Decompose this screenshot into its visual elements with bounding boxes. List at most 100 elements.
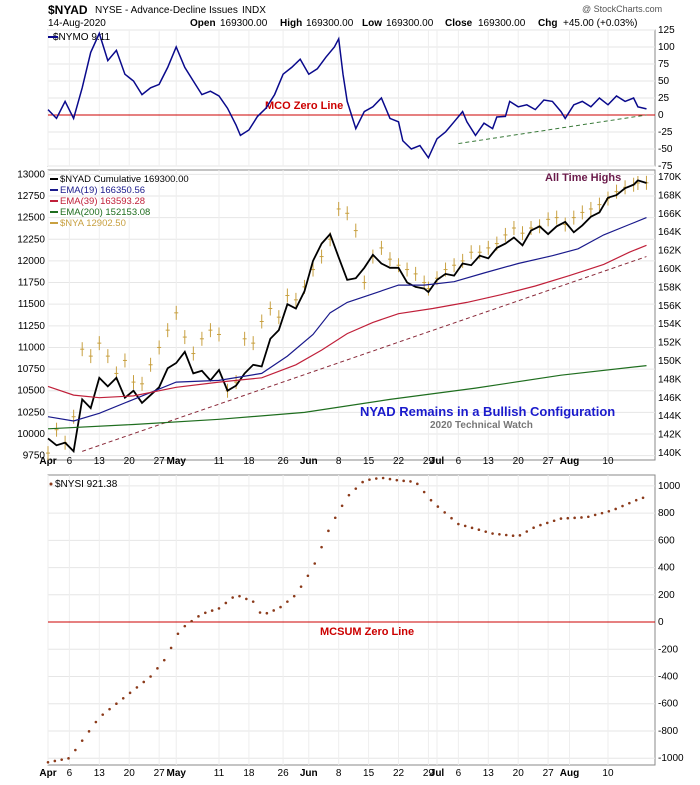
right-tick-label: 166K <box>658 209 682 220</box>
nyad-series-line <box>47 179 647 454</box>
nysi-point <box>320 545 323 549</box>
nysi-point <box>443 511 446 514</box>
nysi-point <box>80 739 84 742</box>
left-tick-label: 12000 <box>17 256 45 267</box>
nysi-point <box>498 532 501 536</box>
nysi-point <box>46 760 50 764</box>
nysi-point <box>395 478 399 482</box>
trend-line <box>458 114 647 145</box>
nysi-point <box>149 675 152 678</box>
left-tick-label: 11750 <box>18 278 46 289</box>
nysi-point <box>340 504 344 508</box>
nysi-point <box>231 596 234 599</box>
right-tick-label: 144K <box>658 411 682 422</box>
right-tick-label: -1000 <box>658 753 684 764</box>
nysi-point <box>327 529 330 533</box>
nysi-point <box>251 600 255 603</box>
nysi-point <box>299 585 303 588</box>
nysi-point <box>190 619 193 623</box>
right-tick-label: 170K <box>658 172 682 183</box>
right-tick-label: 152K <box>658 338 682 349</box>
right-tick-label: 400 <box>658 563 675 574</box>
nysi-point <box>108 707 111 711</box>
left-tick-label: 12250 <box>17 234 45 245</box>
left-tick-label: 10000 <box>17 429 45 440</box>
nysi-point <box>409 480 412 483</box>
configuration-annotation: NYAD Remains in a Bullish Configuration <box>360 404 615 419</box>
nysi-point <box>457 522 460 526</box>
x-tick-label: 20 <box>124 768 136 779</box>
panel-2: 13000 12750 12500 12250 12000 11750 11500 11250… <box>17 169 681 461</box>
x-tick-label: 13 <box>483 456 495 467</box>
nysi-point <box>436 505 440 508</box>
nysi-point <box>169 646 173 650</box>
low-value: 169300.00 <box>386 18 434 29</box>
low-label: Low <box>362 18 382 29</box>
nyad-series-line <box>47 244 647 399</box>
mcsum-zero-line-label: MCSUM Zero Line <box>320 626 414 638</box>
x-tick-label: 22 <box>393 768 405 779</box>
x-tick-label: 13 <box>94 456 106 467</box>
nysi-point <box>313 562 317 565</box>
right-tick-label: 154K <box>658 319 682 330</box>
x-tick-label: 27 <box>543 456 555 467</box>
nysi-point <box>121 696 125 700</box>
right-tick-label: 142K <box>658 430 682 441</box>
x-tick-label: 20 <box>513 768 525 779</box>
nysi-point <box>607 510 611 513</box>
left-tick-label: 11250 <box>18 321 46 332</box>
nysi-point <box>593 513 597 517</box>
nyad-series-line <box>47 217 647 422</box>
nysi-point <box>587 515 590 519</box>
nysi-point <box>429 498 433 502</box>
right-tick-label: -600 <box>658 699 678 710</box>
trend-line <box>82 256 647 452</box>
x-tick-label: 6 <box>456 768 462 779</box>
nysi-point <box>504 533 508 537</box>
x-tick-label: 6 <box>456 456 462 467</box>
right-tick-label: -75 <box>658 161 673 172</box>
nysi-point <box>545 521 549 525</box>
right-tick-label: -200 <box>658 644 678 655</box>
x-tick-label: 13 <box>94 768 106 779</box>
plot-layer: 1251007550250-25-50-75130001275012500122… <box>17 25 684 779</box>
nymo-legend-label: $NYMO 9.11 <box>53 32 110 43</box>
x-tick-label: 8 <box>336 768 342 779</box>
nysi-legend-label: $NYSI 921.38 <box>55 479 118 490</box>
x-tick-label: 8 <box>336 456 342 467</box>
right-tick-label: 158K <box>658 282 682 293</box>
nysi-point <box>53 759 57 763</box>
nysi-point <box>333 516 337 520</box>
nysi-point <box>128 691 132 695</box>
exchange-label: INDX <box>242 5 266 16</box>
x-tick-label: 18 <box>243 456 255 467</box>
nysi-point <box>450 516 453 520</box>
nysi-point <box>265 611 269 615</box>
left-tick-label: 12750 <box>17 191 45 202</box>
x-tick-label: Apr <box>39 456 56 467</box>
nysi-point <box>600 511 604 515</box>
symbol-description: NYSE - Advance-Decline Issues <box>95 5 238 16</box>
nysi-point <box>552 519 556 523</box>
right-tick-label: 0 <box>658 110 664 121</box>
nysi-point <box>361 480 364 484</box>
x-tick-label: 6 <box>67 768 73 779</box>
x-tick-label: May <box>167 456 187 467</box>
nysi-point <box>183 624 187 628</box>
x-tick-label: Apr <box>39 768 56 779</box>
x-tick-label: 13 <box>483 768 495 779</box>
x-tick-label: Jun <box>300 456 318 467</box>
x-tick-label: 26 <box>278 768 290 779</box>
nysi-point <box>292 594 296 598</box>
nysi-point <box>621 504 624 508</box>
x-tick-label: 11 <box>214 768 225 779</box>
x-tick-label: 10 <box>602 768 614 779</box>
nyad-legend-label: $NYA 12902.50 <box>60 218 126 229</box>
x-tick-label: 27 <box>154 768 166 779</box>
nysi-point <box>258 611 262 614</box>
nysi-point <box>354 487 358 490</box>
nysi-point <box>416 482 419 486</box>
left-tick-label: 9750 <box>23 451 46 462</box>
x-tick-label: 29 <box>423 456 435 467</box>
nyad-legend-label: $NYAD Cumulative 169300.00 <box>60 174 189 185</box>
